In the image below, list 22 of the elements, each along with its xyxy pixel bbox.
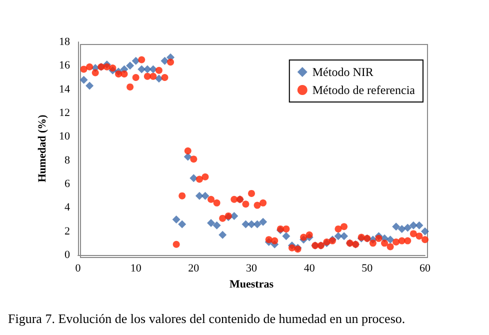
x-tick-label: 0: [75, 262, 82, 274]
legend-label: Método NIR: [312, 65, 374, 79]
x-tick-label: 20: [188, 262, 200, 274]
y-tick-label: 6: [64, 178, 70, 190]
y-tick-label: 4: [64, 202, 70, 214]
x-axis-title: Muestras: [230, 278, 274, 290]
y-tick-label: 16: [59, 60, 70, 72]
legend-label: Método de referencia: [312, 83, 416, 97]
y-tick-label: 12: [59, 107, 70, 119]
y-tick-label: 10: [59, 130, 70, 143]
x-tick-label: 10: [130, 262, 142, 274]
y-tick-label: 2: [64, 225, 70, 238]
x-tick-label: 50: [362, 262, 374, 274]
x-tick-label: 60: [420, 262, 431, 274]
y-tick-label: 0: [64, 249, 70, 261]
y-tick-label: 14: [59, 83, 70, 96]
y-axis-title: Humedad (%): [36, 114, 48, 182]
text: Figura 7. Evolución de los valores del contenido de humedad en un proceso.: [8, 311, 406, 326]
x-tick-label: 30: [246, 262, 258, 274]
x-tick-label: 40: [304, 262, 316, 274]
y-tick-label: 18: [59, 36, 70, 48]
y-tick-label: 8: [64, 154, 70, 166]
